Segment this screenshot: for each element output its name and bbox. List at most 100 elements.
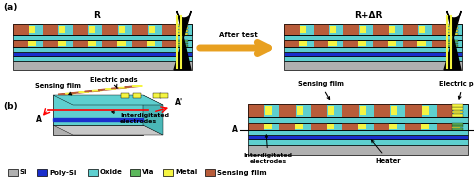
Bar bbox=[248, 145, 468, 155]
Text: R: R bbox=[93, 11, 100, 20]
Bar bbox=[328, 41, 337, 46]
Bar bbox=[343, 24, 359, 35]
Bar bbox=[147, 41, 155, 46]
Text: Sensing film: Sensing film bbox=[35, 83, 81, 95]
Bar bbox=[284, 24, 300, 35]
Bar bbox=[248, 104, 468, 117]
Bar bbox=[446, 45, 457, 47]
Bar bbox=[437, 123, 452, 130]
Polygon shape bbox=[58, 94, 73, 95]
Bar bbox=[164, 169, 173, 176]
Polygon shape bbox=[53, 125, 143, 135]
Text: Metal: Metal bbox=[175, 170, 198, 175]
Text: Electric pads: Electric pads bbox=[439, 81, 474, 99]
Bar bbox=[88, 169, 98, 176]
Polygon shape bbox=[65, 93, 76, 94]
Bar bbox=[177, 41, 185, 46]
Text: Via: Via bbox=[142, 170, 154, 175]
Bar bbox=[373, 40, 388, 47]
Bar bbox=[284, 40, 299, 47]
Bar bbox=[89, 26, 95, 33]
Bar bbox=[342, 123, 358, 130]
Polygon shape bbox=[53, 95, 143, 125]
Bar bbox=[301, 26, 306, 33]
Bar bbox=[311, 123, 327, 130]
Bar bbox=[391, 106, 397, 115]
Bar bbox=[162, 40, 177, 47]
Bar bbox=[449, 26, 455, 33]
Bar bbox=[342, 104, 359, 117]
Polygon shape bbox=[53, 118, 143, 121]
Bar bbox=[162, 24, 178, 35]
Bar bbox=[284, 24, 462, 35]
Bar bbox=[403, 24, 418, 35]
Bar bbox=[205, 169, 215, 176]
Bar bbox=[248, 104, 264, 117]
Bar bbox=[132, 40, 147, 47]
Bar bbox=[43, 40, 58, 47]
Bar bbox=[421, 124, 428, 129]
Bar bbox=[358, 124, 366, 129]
Bar bbox=[248, 130, 468, 135]
Bar bbox=[248, 123, 468, 130]
Bar bbox=[13, 24, 192, 35]
Bar bbox=[418, 41, 426, 46]
Polygon shape bbox=[143, 95, 163, 135]
Bar bbox=[389, 26, 395, 33]
Polygon shape bbox=[111, 88, 127, 89]
Bar bbox=[248, 123, 468, 130]
Polygon shape bbox=[174, 11, 191, 70]
Bar bbox=[160, 93, 168, 98]
Bar bbox=[248, 123, 264, 130]
Bar bbox=[328, 106, 335, 115]
Bar bbox=[8, 169, 18, 176]
Bar bbox=[175, 45, 188, 47]
Bar bbox=[405, 123, 421, 130]
Bar bbox=[330, 26, 336, 33]
Bar bbox=[343, 40, 358, 47]
Bar bbox=[149, 26, 155, 33]
Bar bbox=[102, 24, 118, 35]
Bar bbox=[405, 104, 422, 117]
Text: A': A' bbox=[175, 98, 183, 107]
Bar bbox=[452, 124, 460, 129]
Bar bbox=[284, 24, 462, 35]
Bar bbox=[446, 30, 457, 32]
Bar bbox=[175, 27, 188, 29]
Bar bbox=[454, 106, 460, 115]
Bar bbox=[374, 104, 390, 117]
Bar bbox=[374, 123, 390, 130]
Bar bbox=[284, 61, 462, 70]
Bar bbox=[452, 111, 463, 113]
Bar bbox=[121, 93, 129, 98]
Bar bbox=[452, 128, 463, 129]
Bar bbox=[13, 40, 28, 47]
Text: R+ΔR: R+ΔR bbox=[354, 11, 382, 20]
Bar bbox=[13, 40, 192, 47]
Bar bbox=[388, 41, 396, 46]
Bar bbox=[265, 106, 272, 115]
Text: Si: Si bbox=[20, 170, 27, 175]
Bar bbox=[280, 123, 295, 130]
Bar bbox=[175, 33, 188, 35]
Text: (b): (b) bbox=[3, 102, 18, 111]
Polygon shape bbox=[125, 86, 140, 87]
Bar bbox=[360, 106, 366, 115]
Bar bbox=[13, 56, 192, 61]
Bar bbox=[452, 125, 463, 127]
Bar bbox=[13, 47, 192, 52]
Text: Sensing film: Sensing film bbox=[218, 170, 267, 175]
Bar bbox=[446, 27, 457, 29]
Bar bbox=[299, 41, 307, 46]
Bar bbox=[284, 40, 462, 47]
Bar bbox=[314, 24, 329, 35]
Bar bbox=[358, 41, 366, 46]
Polygon shape bbox=[444, 11, 461, 70]
Text: Interdigitated
electrodes: Interdigitated electrodes bbox=[112, 111, 169, 124]
Bar bbox=[280, 104, 296, 117]
Bar bbox=[73, 24, 88, 35]
Bar bbox=[360, 26, 365, 33]
Bar bbox=[437, 104, 453, 117]
Bar bbox=[13, 35, 192, 40]
Bar bbox=[13, 52, 192, 56]
